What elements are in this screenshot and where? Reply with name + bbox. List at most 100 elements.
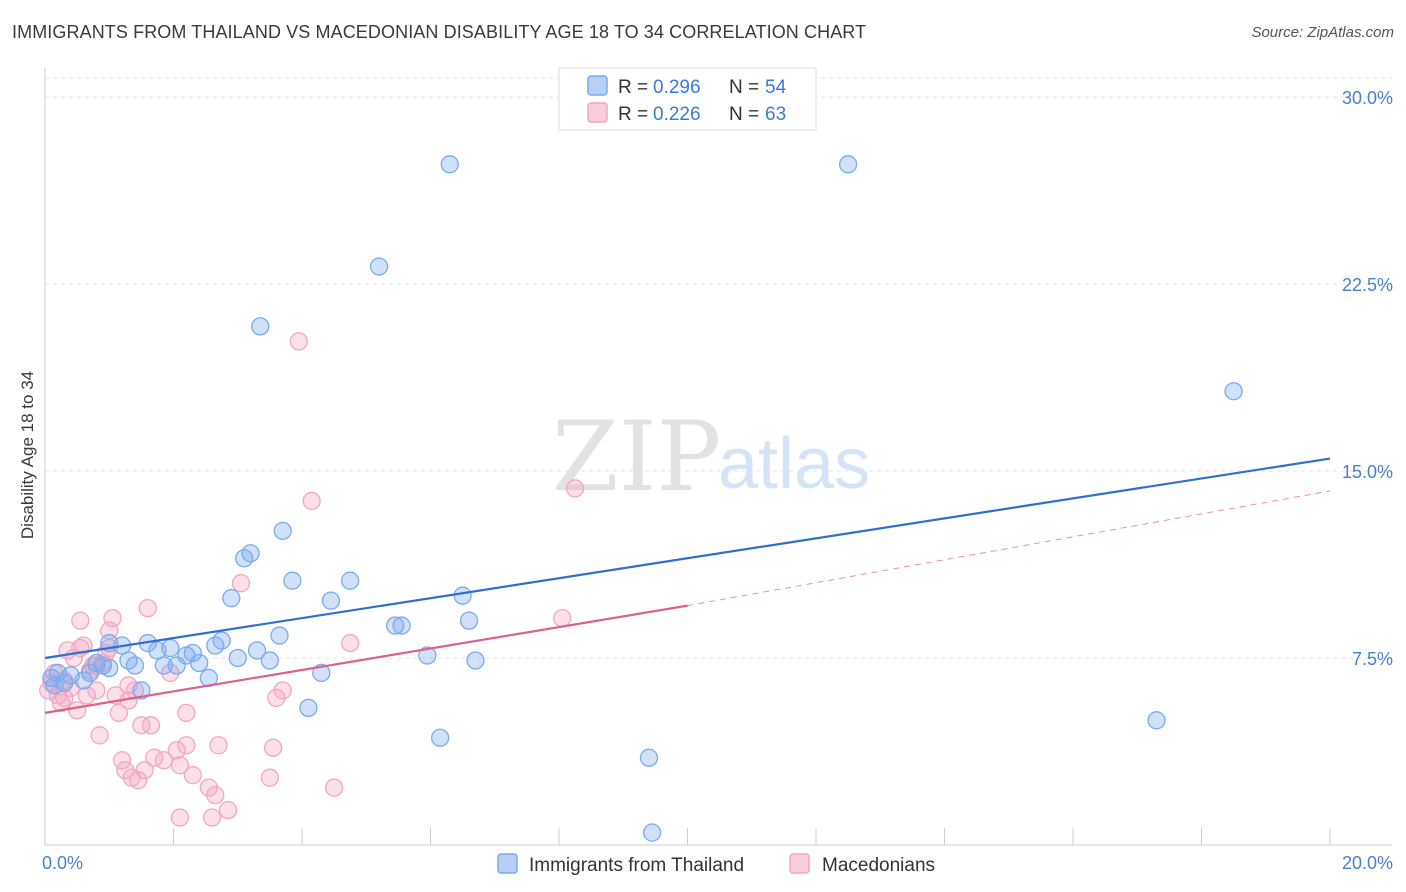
legend-r-label: R = [618, 104, 648, 125]
y-tick-label: 15.0% [1342, 462, 1393, 482]
data-point [209, 736, 228, 755]
legend-n-value: 63 [765, 104, 786, 125]
y-tick-label: 30.0% [1342, 88, 1393, 108]
y-tick-labels: 7.5% 15.0% 22.5% 30.0% [1342, 88, 1393, 669]
data-point [341, 571, 360, 590]
data-point [251, 317, 270, 336]
data-point [430, 728, 450, 747]
data-point [183, 766, 202, 785]
data-point [100, 658, 119, 678]
x-tick-label: 0.0% [42, 853, 83, 873]
data-point [838, 155, 858, 174]
data-point [161, 663, 180, 683]
watermark-atlas: atlas [718, 424, 870, 504]
data-point [199, 778, 218, 797]
data-point [267, 688, 286, 708]
bottom-legend-swatch-thailand [497, 853, 518, 874]
data-point [273, 521, 292, 540]
data-point [132, 716, 151, 735]
data-point [247, 641, 267, 660]
grid-lines [45, 77, 1392, 659]
y-tick-label: 7.5% [1352, 649, 1393, 669]
data-point [321, 591, 341, 610]
y-tick-label: 22.5% [1342, 275, 1393, 295]
data-point [202, 808, 222, 827]
legend-r-value: 0.226 [653, 104, 701, 125]
data-point [183, 643, 202, 663]
data-point [270, 626, 289, 645]
data-point [74, 636, 93, 655]
trend-line-extension [687, 490, 1331, 607]
data-point [283, 571, 302, 590]
data-point [299, 698, 318, 718]
axes [44, 68, 1392, 846]
data-point [1224, 382, 1243, 401]
data-point [263, 738, 283, 757]
trend-line [44, 604, 688, 714]
data-point [177, 703, 196, 723]
legend-swatch-thailand [587, 75, 608, 96]
data-point [260, 768, 280, 787]
data-point [289, 332, 308, 351]
data-point [125, 656, 145, 675]
legend-n-label: N = [729, 104, 759, 125]
trend-lines [44, 457, 1331, 714]
x-tick-labels: 0.0% 20.0% [42, 853, 1393, 873]
data-point [135, 761, 154, 780]
data-point [141, 716, 161, 735]
data-point [466, 651, 485, 670]
data-point [553, 608, 572, 628]
source-label: Source: ZipAtlas.com [1251, 24, 1394, 41]
data-point [643, 823, 662, 842]
data-point [103, 608, 122, 628]
legend-r-label: R = [618, 77, 648, 98]
bottom-legend-label-thailand: Immigrants from Thailand [529, 855, 744, 876]
data-point [324, 778, 344, 797]
data-point [260, 651, 280, 670]
data-point [170, 808, 190, 827]
data-point [206, 785, 225, 805]
data-point [161, 638, 180, 658]
data-point [212, 631, 231, 650]
data-point [138, 598, 157, 618]
data-point [418, 646, 437, 665]
data-point [109, 703, 129, 723]
bottom-legend-swatch-macedonians [789, 853, 810, 874]
watermark-zip: ZIP [552, 401, 721, 513]
legend-n-label: N = [729, 77, 759, 98]
top-legend: R = 0.296 N = 54 R = 0.226 N = 63 [558, 67, 817, 131]
data-point [132, 681, 151, 700]
data-point [639, 748, 659, 767]
data-point [369, 257, 389, 276]
legend-n-value: 54 [765, 77, 787, 98]
data-point [341, 633, 360, 653]
y-axis-title: Disability Age 18 to 34 [18, 371, 37, 539]
data-point [453, 586, 472, 605]
data-point [77, 686, 96, 705]
legend-swatch-macedonians [587, 102, 608, 123]
data-point [1147, 711, 1166, 730]
legend-r-value: 0.296 [653, 77, 701, 98]
data-point [51, 693, 71, 713]
data-point [386, 616, 405, 635]
data-point [231, 574, 251, 593]
chart-title: IMMIGRANTS FROM THAILAND VS MACEDONIAN D… [12, 22, 867, 42]
data-point [71, 611, 90, 630]
x-tick-label: 20.0% [1342, 853, 1393, 873]
bottom-legend-label-macedonians: Macedonians [822, 855, 935, 876]
data-point [222, 589, 241, 608]
data-point [112, 751, 132, 770]
data-point [241, 544, 260, 563]
data-point [154, 656, 174, 675]
data-point [312, 663, 331, 683]
data-point [170, 756, 190, 775]
trend-line [44, 457, 1331, 660]
data-point [167, 741, 186, 760]
data-point [90, 726, 109, 745]
data-points [39, 155, 1243, 842]
data-point [440, 155, 459, 174]
data-point [302, 491, 321, 511]
data-point [74, 671, 93, 690]
data-point [177, 736, 196, 755]
